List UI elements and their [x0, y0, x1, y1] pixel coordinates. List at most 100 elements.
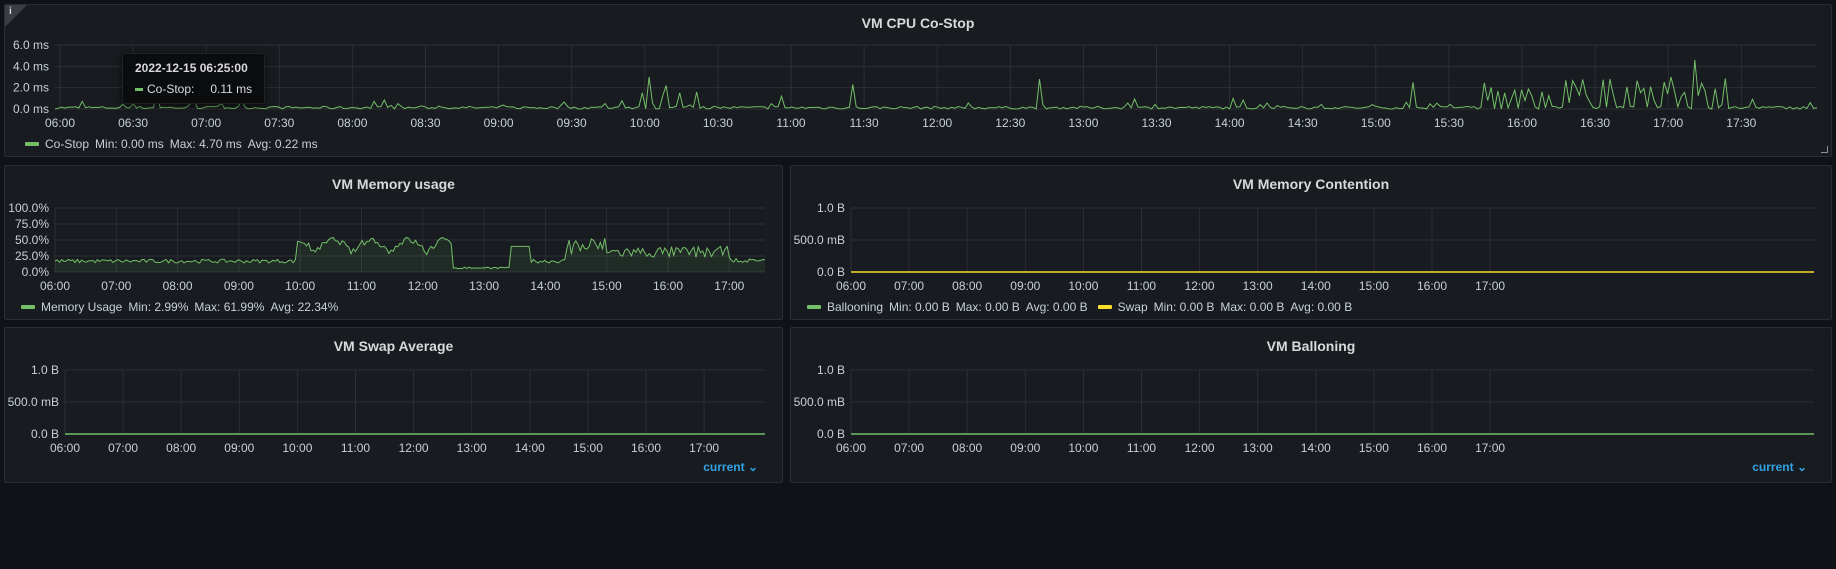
x-tick-label: 13:00 [457, 441, 487, 455]
x-tick-label: 06:00 [836, 441, 866, 455]
x-tick-label: 17:00 [689, 441, 719, 455]
legend-swatch [1097, 305, 1112, 309]
info-corner[interactable] [5, 5, 27, 27]
memory-chart[interactable]: 100.0% 75.0% 50.0% 25.0% 0.0%06:00 07:00 08:00… [5, 166, 784, 321]
panel-title[interactable]: VM Memory Contention [1232, 176, 1390, 192]
x-tick-label: 11:30 [850, 116, 879, 130]
x-tick-label: 16:00 [1417, 279, 1447, 293]
panel-title[interactable]: VM Swap Average [333, 338, 454, 354]
x-tick-label: 14:00 [1301, 279, 1331, 293]
x-tick-label: 09:30 [557, 116, 587, 130]
tooltip-series: Co-Stop: [147, 82, 195, 96]
y-tick-label: 75.0% [15, 217, 49, 231]
legend-min: Min: 0.00 B [889, 300, 950, 314]
chevron-down-icon: ⌄ [747, 460, 758, 474]
legend: Co-Stop Min: 0.00 ms Max: 4.70 ms Avg: 0… [25, 137, 328, 151]
y-tick-label: 4.0 ms [13, 59, 49, 73]
x-tick-label: 11:00 [776, 116, 805, 130]
x-tick-label: 11:00 [1127, 441, 1156, 455]
x-tick-label: 06:30 [118, 116, 148, 130]
y-tick-label: 6.0 ms [13, 38, 49, 52]
x-tick-label: 13:30 [1141, 116, 1171, 130]
current-dropdown[interactable]: current ⌄ [703, 460, 758, 474]
legend-max: Max: 0.00 B [955, 300, 1020, 314]
panel-title[interactable]: VM Balloning [1266, 338, 1356, 354]
series-line-memory [54, 236, 766, 270]
legend: Memory Usage Min: 2.99% Max: 61.99% Avg:… [21, 300, 348, 314]
x-tick-label: 06:00 [45, 116, 75, 130]
legend-swatch [21, 305, 35, 309]
hover-tooltip: 2022-12-15 06:25:00 Co-Stop: 0.11 ms [122, 53, 266, 104]
legend-max: Max: 4.70 ms [169, 137, 242, 151]
x-tick-label: 10:00 [1068, 441, 1098, 455]
legend-avg: Avg: 0.22 ms [247, 137, 318, 151]
chevron-down-icon: ⌄ [1796, 460, 1807, 474]
swap-chart[interactable]: 1.0 B 500.0 mB 0.0 B06:00 07:00 08:00 09:00 10… [5, 328, 784, 484]
x-tick-label: 13:00 [1243, 441, 1273, 455]
tooltip-swatch [135, 87, 143, 91]
legend-item-costop[interactable]: Co-Stop Min: 0.00 ms Max: 4.70 ms Avg: 0… [25, 137, 318, 151]
x-tick-label: 16:00 [1417, 441, 1447, 455]
x-tick-label: 14:30 [1288, 116, 1318, 130]
x-tick-label: 16:00 [653, 279, 683, 293]
info-icon[interactable]: i [9, 6, 12, 17]
x-tick-label: 11:00 [1127, 279, 1156, 293]
x-tick-label: 08:30 [410, 116, 440, 130]
legend-series-name: Memory Usage [41, 300, 123, 314]
x-tick-label: 08:00 [166, 441, 196, 455]
x-tick-label: 08:00 [952, 279, 982, 293]
legend-item-memory-usage[interactable]: Memory Usage Min: 2.99% Max: 61.99% Avg:… [21, 300, 338, 314]
y-tick-label: 1.0 B [817, 201, 845, 215]
x-tick-label: 09:00 [224, 441, 254, 455]
x-tick-label: 06:00 [836, 279, 866, 293]
x-tick-label: 10:00 [630, 116, 660, 130]
x-tick-label: 09:00 [1010, 279, 1040, 293]
tooltip-time: 2022-12-15 06:25:00 [135, 61, 248, 75]
resize-handle[interactable] [1821, 146, 1828, 153]
x-tick-label: 07:00 [894, 441, 924, 455]
current-label: current [1752, 460, 1794, 474]
x-tick-label: 17:00 [1475, 279, 1505, 293]
contention-chart[interactable]: 1.0 B 500.0 mB 0.0 B06:00 07:00 08:00 09:00 10… [791, 166, 1833, 321]
x-tick-label: 12:00 [399, 441, 429, 455]
x-tick-label: 12:00 [408, 279, 438, 293]
x-tick-label: 15:00 [573, 441, 603, 455]
y-tick-label: 500.0 mB [8, 395, 59, 409]
x-tick-label: 06:00 [50, 441, 80, 455]
x-tick-label: 16:00 [1507, 116, 1537, 130]
cpu-costop-panel: i VM CPU Co-Stop 6.0 ms 4.0 ms 2.0 ms 0.0 m… [4, 4, 1832, 157]
x-tick-label: 06:00 [40, 279, 70, 293]
x-tick-label: 13:00 [469, 279, 499, 293]
legend-item-ballooning[interactable]: Ballooning Min: 0.00 B Max: 0.00 B Avg: … [807, 300, 1088, 314]
x-tick-label: 08:00 [952, 441, 982, 455]
x-tick-label: 16:30 [1580, 116, 1610, 130]
x-tick-label: 15:00 [1359, 279, 1389, 293]
x-tick-label: 17:30 [1726, 116, 1756, 130]
legend-min: Min: 2.99% [128, 300, 189, 314]
x-tick-label: 10:00 [1068, 279, 1098, 293]
x-tick-label: 10:00 [282, 441, 312, 455]
x-tick-label: 09:00 [484, 116, 514, 130]
x-tick-label: 17:00 [714, 279, 744, 293]
series-area-memory [55, 237, 765, 272]
y-tick-label: 0.0% [22, 265, 50, 279]
legend-max: Max: 61.99% [194, 300, 265, 314]
x-tick-label: 13:00 [1068, 116, 1098, 130]
y-tick-label: 100.0% [8, 201, 49, 215]
ballooning-chart[interactable]: 1.0 B 500.0 mB 0.0 B06:00 07:00 08:00 09:00 10… [791, 328, 1833, 484]
y-tick-label: 50.0% [15, 233, 49, 247]
legend-min: Min: 0.00 B [1153, 300, 1215, 314]
panel-title[interactable]: VM CPU Co-Stop [861, 15, 975, 31]
swap-average-panel: VM Swap Average 1.0 B 500.0 mB 0.0 B 06:00 0… [4, 327, 783, 483]
x-tick-label: 12:00 [1185, 279, 1215, 293]
legend-swatch [25, 142, 39, 146]
x-tick-label: 14:00 [1215, 116, 1245, 130]
legend-item-swap[interactable]: Swap Min: 0.00 B Max: 0.00 B Avg: 0.00 B [1097, 300, 1352, 314]
memory-usage-panel: VM Memory usage 100.0% 75.0% 50.0% 25.0% 0.0… [4, 165, 783, 320]
tooltip-value: 0.11 ms [210, 82, 253, 96]
current-dropdown[interactable]: current ⌄ [1752, 460, 1807, 474]
panel-title[interactable]: VM Memory usage [332, 176, 455, 192]
x-tick-label: 10:00 [285, 279, 315, 293]
